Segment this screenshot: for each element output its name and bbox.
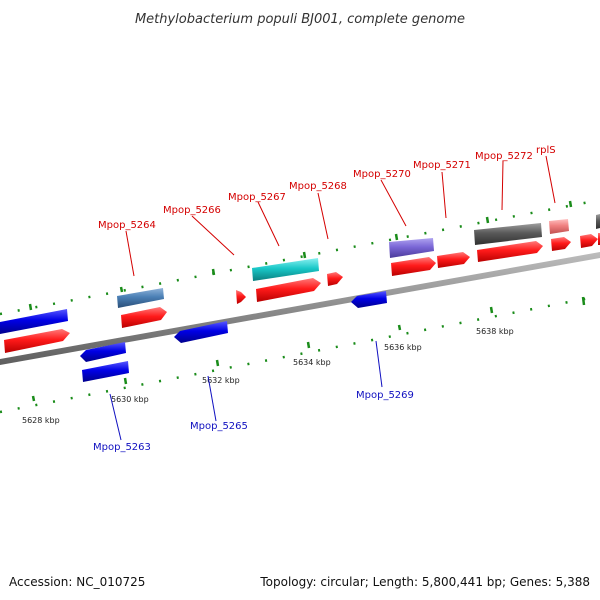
leader-line xyxy=(545,155,556,204)
gene-feature-pink[interactable] xyxy=(549,219,569,234)
gene-label-top[interactable]: Mpop_5266 xyxy=(163,205,221,216)
scale-tick xyxy=(31,395,36,402)
leader-line xyxy=(109,393,122,441)
forward-cds-track[interactable] xyxy=(4,233,600,353)
gene-label-bottom[interactable]: Mpop_5265 xyxy=(190,421,248,432)
gene-feature-steelblue[interactable] xyxy=(117,288,164,308)
scale-tick xyxy=(302,251,307,259)
gene-label-bottom[interactable]: Mpop_5263 xyxy=(93,442,151,453)
gene-feature-gray-edge[interactable] xyxy=(596,214,600,229)
gene-labels-bottom[interactable]: Mpop_5263 Mpop_5265 Mpop_5269 xyxy=(93,390,414,453)
accession-text: Accession: NC_010725 xyxy=(9,575,145,589)
scale-label-5638: 5638 kbp xyxy=(476,327,514,336)
cds-forward[interactable] xyxy=(327,272,343,286)
genome-backbone xyxy=(0,252,600,365)
leader-line xyxy=(501,160,504,211)
scale-tick xyxy=(123,377,128,385)
scale-label-5630: 5630 kbp xyxy=(111,395,149,404)
map-title: Methylobacterium populi BJ001, complete … xyxy=(135,12,465,27)
gene-reverse-blue[interactable] xyxy=(351,291,387,308)
leader-line xyxy=(380,179,407,227)
scale-tick xyxy=(306,341,311,349)
gene-forward-blue[interactable] xyxy=(82,361,129,382)
scale-label-5632: 5632 kbp xyxy=(202,376,240,385)
scale-labels: 5628 kbp 5630 kbp 5632 kbp 5634 kbp 5636… xyxy=(22,327,514,425)
scale-tick xyxy=(489,306,494,314)
cds-forward[interactable] xyxy=(551,237,571,251)
gene-label-top[interactable]: Mpop_5267 xyxy=(228,192,286,203)
upper-feature-track[interactable] xyxy=(117,214,600,308)
cds-forward[interactable] xyxy=(477,241,543,262)
cds-forward[interactable] xyxy=(391,257,436,276)
gene-feature-cyan[interactable] xyxy=(252,258,319,281)
cds-forward[interactable] xyxy=(4,329,70,353)
gene-feature-gray[interactable] xyxy=(474,223,542,245)
leader-line xyxy=(441,171,447,219)
leader-line xyxy=(191,215,235,256)
cds-forward[interactable] xyxy=(121,307,167,328)
cds-forward[interactable] xyxy=(437,252,470,268)
gene-feature-purple[interactable] xyxy=(389,238,434,258)
gene-label-top[interactable]: Mpop_5272 xyxy=(475,151,533,162)
gene-label-top[interactable]: Mpop_5270 xyxy=(353,169,411,180)
cds-forward[interactable] xyxy=(256,278,321,302)
scale-tick xyxy=(397,324,402,331)
scale-tick xyxy=(28,303,33,311)
scale-major-ticks xyxy=(28,200,586,402)
leader-line xyxy=(125,230,135,277)
leader-line xyxy=(257,201,280,247)
scale-label-5628: 5628 kbp xyxy=(22,416,60,425)
label-leaders-top xyxy=(125,155,556,277)
cds-forward[interactable] xyxy=(580,234,598,248)
gene-label-top[interactable]: Mpop_5268 xyxy=(289,181,347,192)
scale-tick xyxy=(211,268,216,276)
blue-gene-track[interactable] xyxy=(0,291,387,382)
gene-label-bottom[interactable]: Mpop_5269 xyxy=(356,390,414,401)
scale-tick xyxy=(119,286,124,293)
gene-labels-top[interactable]: Mpop_5264 Mpop_5266 Mpop_5267 Mpop_5268 … xyxy=(98,145,556,231)
scale-label-5634: 5634 kbp xyxy=(293,358,331,367)
leader-line xyxy=(375,340,383,388)
gene-label-top[interactable]: rplS xyxy=(536,145,556,156)
gene-reverse-blue[interactable] xyxy=(80,342,126,362)
scale-tick xyxy=(485,216,490,224)
gene-reverse-blue[interactable] xyxy=(174,321,228,343)
scale-tick xyxy=(394,233,399,241)
scale-tick xyxy=(568,200,573,208)
scale-label-5636: 5636 kbp xyxy=(384,343,422,352)
label-leaders-bottom xyxy=(109,340,383,441)
gene-label-top[interactable]: Mpop_5271 xyxy=(413,160,471,171)
gene-forward-blue[interactable] xyxy=(0,309,68,334)
gene-label-top[interactable]: Mpop_5264 xyxy=(98,220,156,231)
leader-line xyxy=(207,375,217,422)
scale-tick xyxy=(215,359,220,367)
leader-line xyxy=(317,192,329,240)
genome-summary-text: Topology: circular; Length: 5,800,441 bp… xyxy=(259,575,590,589)
cds-forward[interactable] xyxy=(236,290,246,304)
scale-tick xyxy=(581,296,586,306)
